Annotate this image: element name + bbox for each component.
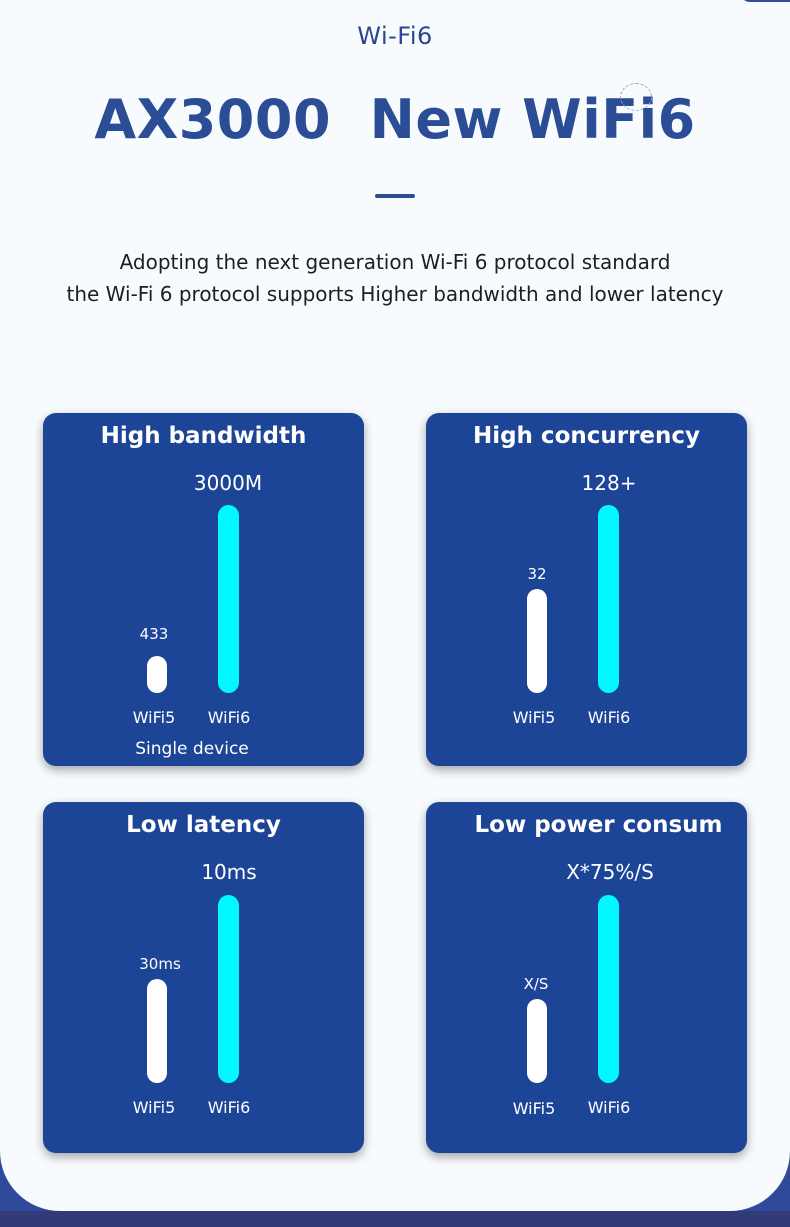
title-divider — [375, 194, 415, 198]
wifi5-bar — [147, 979, 167, 1083]
eyebrow-label: Wi-Fi6 — [357, 22, 433, 50]
wifi6-value: X*75%/S — [566, 860, 654, 884]
wifi5-label: WiFi5 — [512, 708, 556, 727]
wifi6-label: WiFi6 — [587, 708, 631, 727]
card-low-power: Low power consum X*75%/S X/S WiFi5 WiFi6 — [426, 802, 747, 1153]
wifi5-value: 433 — [139, 625, 169, 643]
card-high-concurrency: High concurrency 128+ 32 WiFi5 WiFi6 — [426, 413, 747, 766]
subtitle: Adopting the next generation Wi-Fi 6 pro… — [0, 246, 790, 310]
wifi6-bar — [218, 895, 239, 1083]
wifi6-label: WiFi6 — [207, 708, 251, 727]
footer-strip — [0, 1211, 790, 1227]
wifi5-value: 30ms — [139, 955, 181, 973]
wifi6-value: 3000M — [193, 471, 263, 495]
card-high-bandwidth: High bandwidth 3000M 433 WiFi5 WiFi6 Sin… — [43, 413, 364, 766]
wifi5-value: X/S — [523, 975, 549, 993]
subtitle-line-1: Adopting the next generation Wi-Fi 6 pro… — [119, 250, 671, 274]
card-low-latency: Low latency 10ms 30ms WiFi5 WiFi6 — [43, 802, 364, 1153]
decorative-circle-icon — [620, 83, 652, 111]
wifi6-value: 128+ — [581, 471, 637, 495]
wifi6-label: WiFi6 — [207, 1098, 251, 1117]
wifi5-label: WiFi5 — [512, 1099, 556, 1118]
subtitle-line-2: the Wi-Fi 6 protocol supports Higher ban… — [66, 282, 724, 306]
corner-accent — [740, 0, 790, 2]
wifi5-bar — [527, 999, 547, 1083]
wifi6-bar — [598, 505, 619, 693]
wifi5-label: WiFi5 — [132, 708, 176, 727]
page-title: AX3000 New WiFi6 — [94, 88, 696, 151]
card-title: Low latency — [126, 812, 281, 838]
wifi6-bar — [218, 505, 239, 693]
wifi6-bar — [598, 895, 619, 1083]
wifi6-label: WiFi6 — [587, 1098, 631, 1117]
card-title: High concurrency — [472, 423, 701, 449]
card-title: Low power consum — [474, 812, 723, 838]
wifi5-bar — [147, 656, 167, 693]
wifi5-label: WiFi5 — [132, 1098, 176, 1117]
wifi5-value: 32 — [527, 565, 547, 583]
card-note: Single device — [135, 739, 249, 759]
wifi5-bar — [527, 589, 547, 693]
wifi6-value: 10ms — [201, 860, 257, 884]
card-title: High bandwidth — [100, 423, 307, 449]
